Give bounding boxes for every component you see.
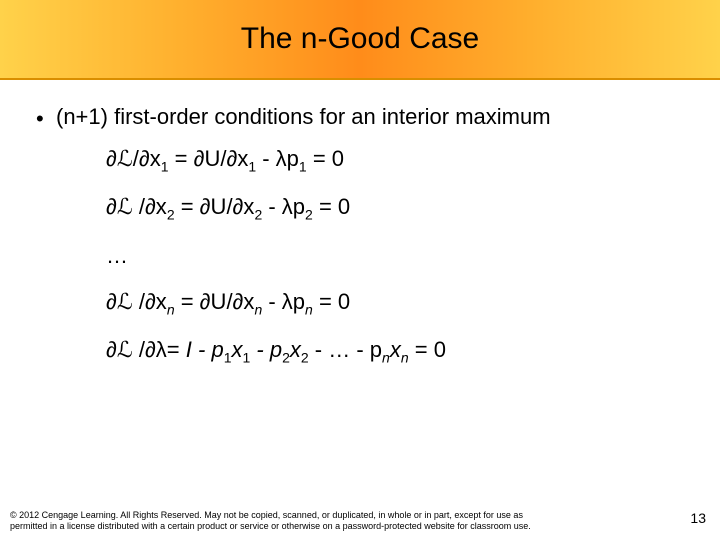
eq-part: ∂ℒ /∂λ= [106, 337, 186, 362]
eq-sub: 2 [305, 207, 313, 223]
eq-part: = ∂U/∂x [175, 289, 255, 314]
copyright-text: © 2012 Cengage Learning. All Rights Rese… [10, 510, 650, 533]
eq-part: ∂ℒ/∂x [106, 146, 161, 171]
equation-list: ∂ℒ/∂x1 = ∂U/∂x1 - λp1 = 0 ∂ℒ /∂x2 = ∂U/∂… [106, 146, 684, 366]
eq-part: = ∂U/∂x [175, 194, 255, 219]
eq-sub: 1 [248, 158, 256, 174]
eq-sub: n [382, 350, 390, 366]
eq-sub: 2 [301, 350, 309, 366]
eq-part: = 0 [409, 337, 446, 362]
eq-part: ∂ℒ /∂x [106, 289, 167, 314]
bullet-row: • (n+1) first-order conditions for an in… [36, 104, 684, 132]
eq-part: - p [192, 337, 224, 362]
eq-sub: n [305, 301, 313, 317]
bullet-dot-icon: • [36, 104, 56, 132]
eq-part: - λp [262, 289, 305, 314]
title-band: The n-Good Case [0, 0, 720, 80]
eq-sub: n [167, 301, 175, 317]
equation-lambda: ∂ℒ /∂λ= I - p1x1 - p2x2 - … - pnxn = 0 [106, 337, 684, 365]
copyright-line1: © 2012 Cengage Learning. All Rights Rese… [10, 510, 523, 520]
content-area: • (n+1) first-order conditions for an in… [0, 80, 720, 366]
eq-part: = 0 [313, 194, 350, 219]
page-number: 13 [690, 510, 706, 526]
eq-part: - λp [262, 194, 305, 219]
eq-part: x [290, 337, 301, 362]
bullet-text: (n+1) first-order conditions for an inte… [56, 104, 551, 130]
slide-title: The n-Good Case [241, 22, 479, 56]
eq-sub: 1 [299, 158, 307, 174]
equation-x2: ∂ℒ /∂x2 = ∂U/∂x2 - λp2 = 0 [106, 194, 684, 222]
eq-part: ∂ℒ /∂x [106, 194, 167, 219]
eq-sub: n [401, 350, 409, 366]
slide: The n-Good Case • (n+1) first-order cond… [0, 0, 720, 540]
eq-part: = 0 [313, 289, 350, 314]
eq-part: x [232, 337, 243, 362]
eq-part: = 0 [307, 146, 344, 171]
eq-sub: 2 [282, 350, 290, 366]
eq-part: x [390, 337, 401, 362]
eq-sub: 1 [161, 158, 169, 174]
eq-sub: 1 [224, 350, 232, 366]
copyright-line2: permitted in a license distributed with … [10, 521, 531, 531]
equation-dots: … [106, 243, 684, 269]
eq-part: - p [250, 337, 282, 362]
eq-part: - λp [256, 146, 299, 171]
equation-x1: ∂ℒ/∂x1 = ∂U/∂x1 - λp1 = 0 [106, 146, 684, 174]
eq-part: - … - p [309, 337, 382, 362]
eq-sub: 2 [167, 207, 175, 223]
equation-xn: ∂ℒ /∂xn = ∂U/∂xn - λpn = 0 [106, 289, 684, 317]
eq-part: = ∂U/∂x [169, 146, 249, 171]
